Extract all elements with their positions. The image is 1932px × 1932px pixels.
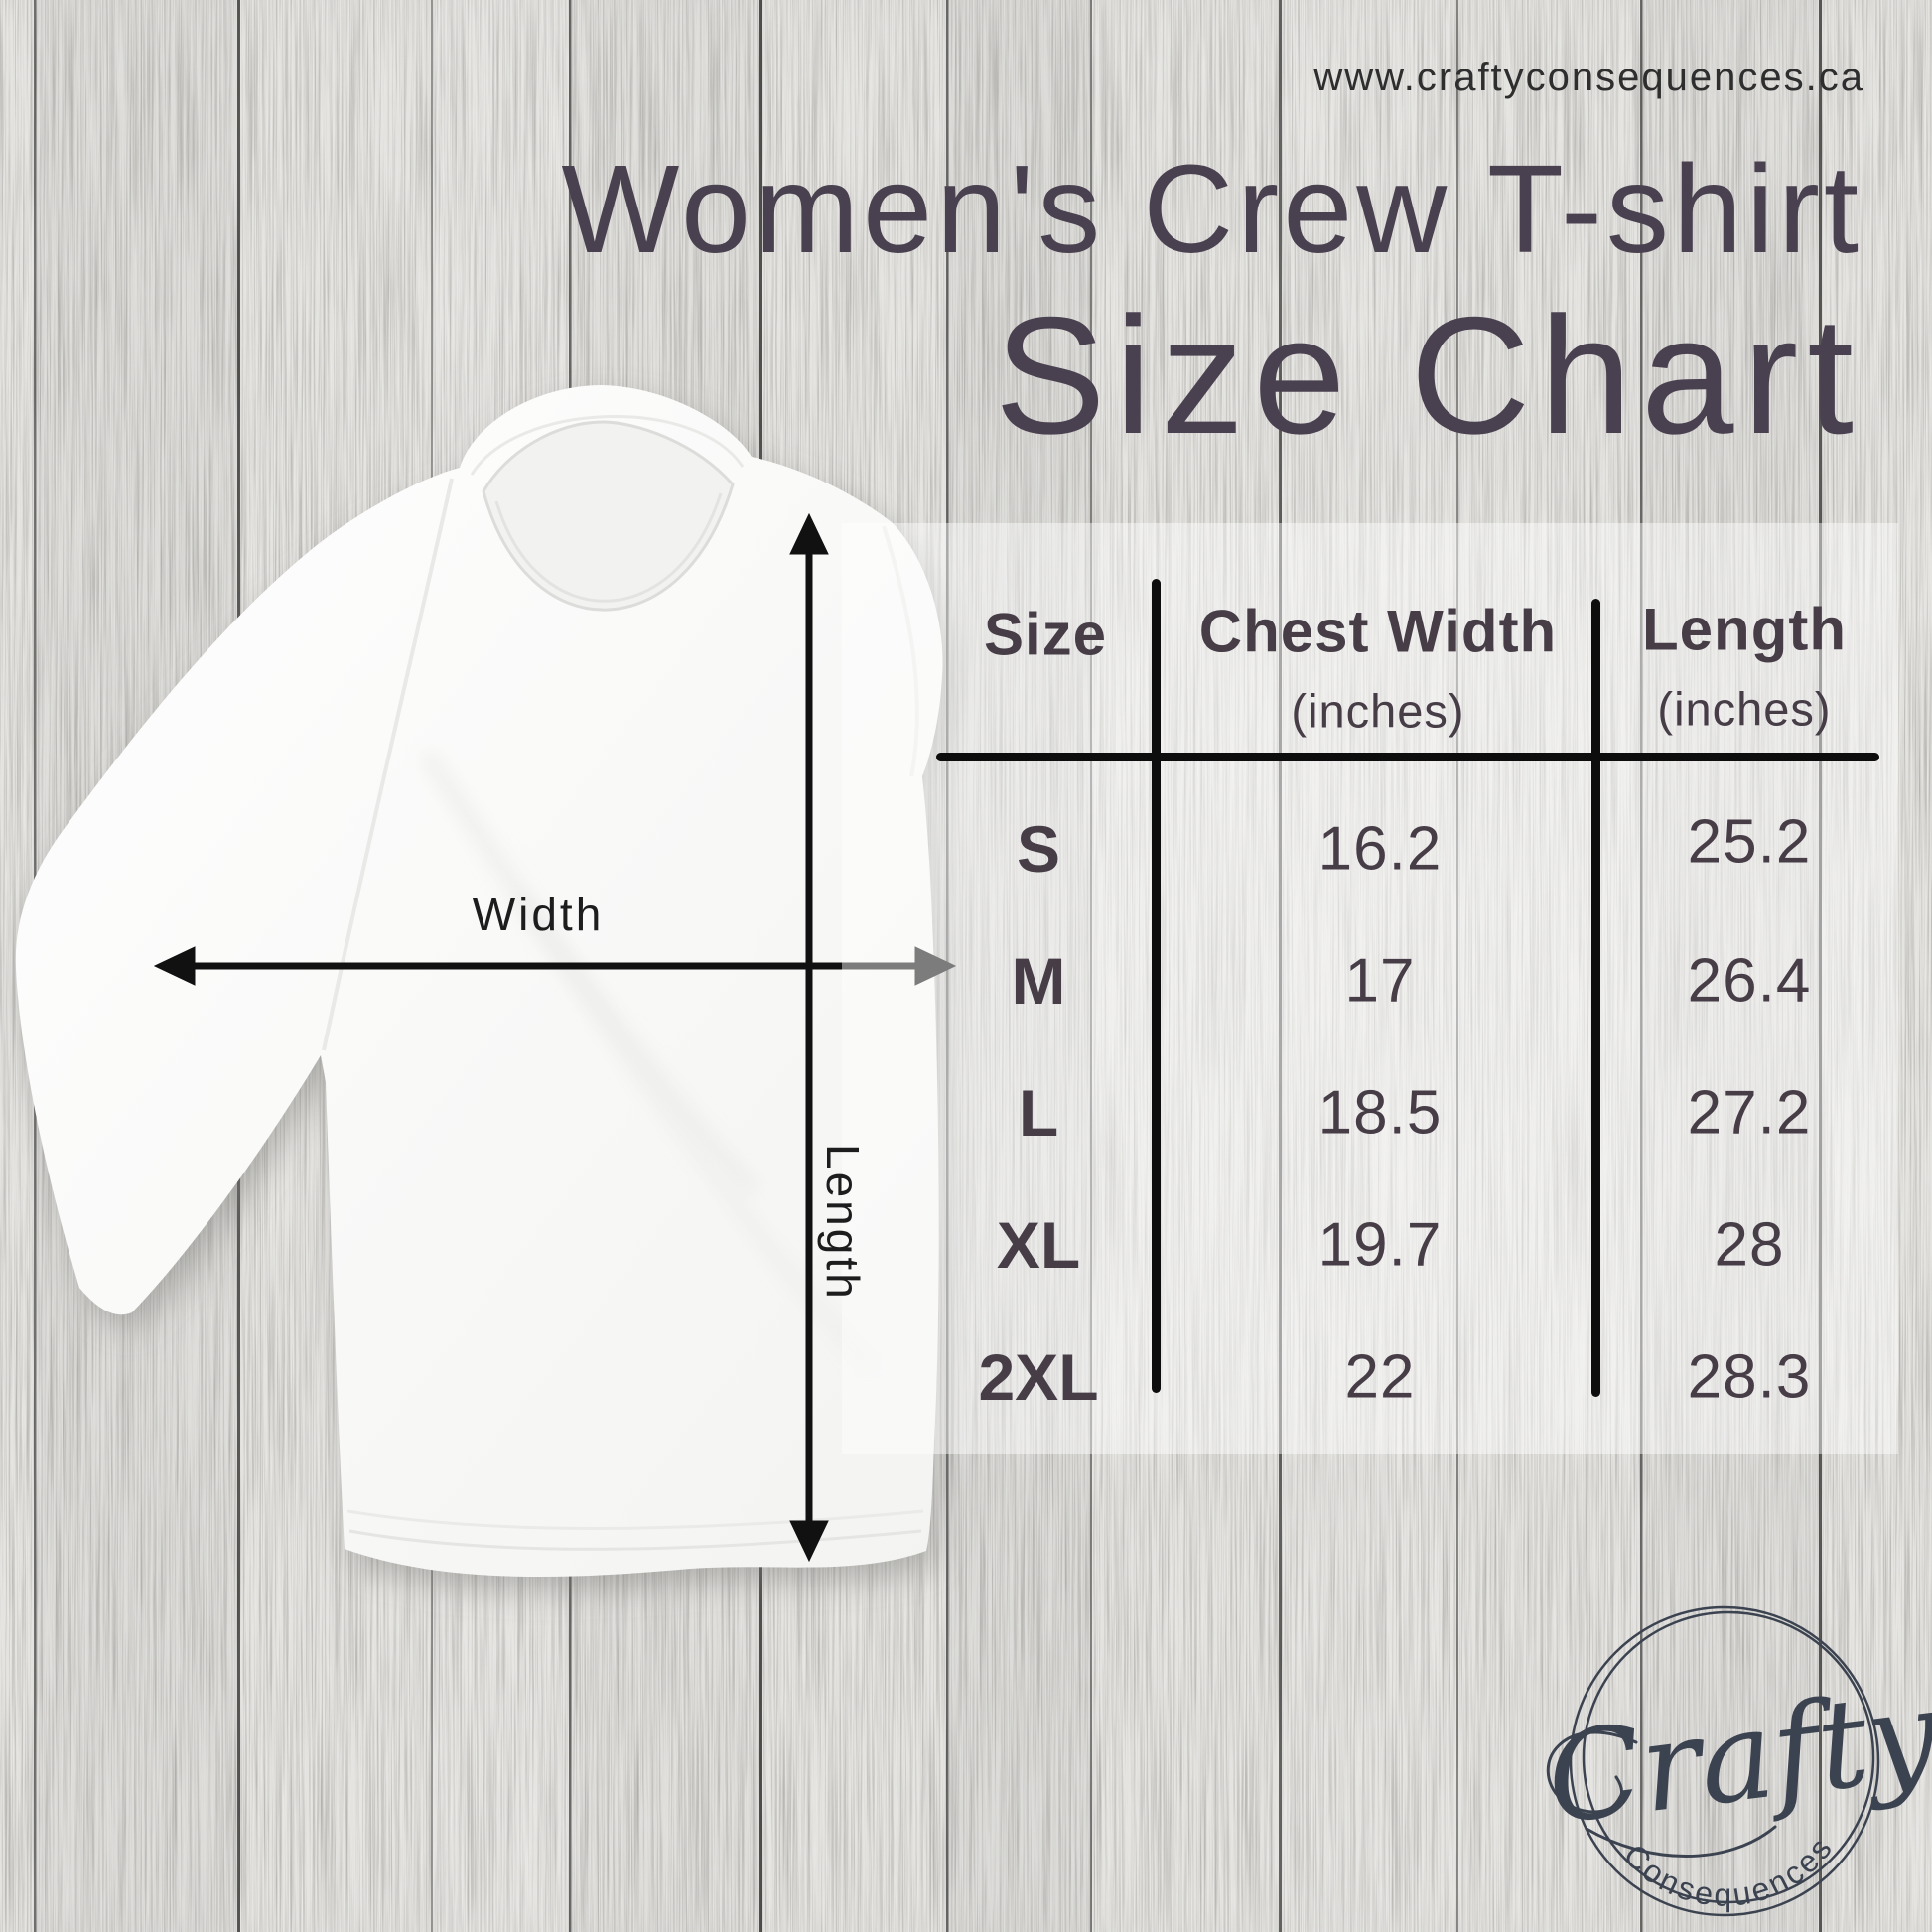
page-title: Women's Crew T-shirt Size Chart <box>561 139 1863 469</box>
cell-l-chest: 18.5 <box>1317 1078 1443 1148</box>
crease-1 <box>421 751 760 1196</box>
cell-2xl-length: 28.3 <box>1687 1342 1812 1412</box>
table-divider-left <box>1152 579 1161 1393</box>
cell-s-size: S <box>1016 812 1061 886</box>
cell-s-chest: 16.2 <box>1317 814 1443 884</box>
cell-l-length: 27.2 <box>1687 1078 1812 1148</box>
table-header-rule <box>936 753 1879 761</box>
cell-xl-chest: 19.7 <box>1317 1210 1443 1280</box>
title-line-product: Women's Crew T-shirt <box>561 139 1863 279</box>
column-subheader-length-units: (inches) <box>1657 682 1832 736</box>
crafty-consequences-logo: Crafty Consequences <box>1540 1605 1932 1917</box>
length-arrow-head-bottom <box>789 1520 829 1563</box>
plank-tints <box>431 0 1456 1932</box>
table-backdrop-panel <box>842 523 1898 1454</box>
column-header-length: Length <box>1642 596 1847 663</box>
hem-stitch-2 <box>346 1509 924 1530</box>
cell-m-chest: 17 <box>1344 946 1416 1016</box>
title-line-size-chart: Size Chart <box>994 282 1863 469</box>
cell-m-length: 26.4 <box>1687 946 1812 1016</box>
column-subheader-chest-units: (inches) <box>1291 684 1465 738</box>
logo-flourish-under <box>1585 1825 1777 1858</box>
column-header-size: Size <box>983 601 1108 668</box>
website-url: www.craftyconsequences.ca <box>1313 56 1864 99</box>
width-arrow-head-right <box>914 946 957 986</box>
width-arrow-head-left <box>153 946 196 986</box>
cell-2xl-chest: 22 <box>1344 1342 1416 1412</box>
table-divider-right <box>1591 599 1600 1397</box>
length-arrow-head-top <box>789 512 829 555</box>
hem-stitch-1 <box>348 1529 922 1551</box>
right-sleeve-seam <box>882 525 919 777</box>
logo-secondary-text: Consequences <box>1616 1829 1837 1913</box>
logo-circle-inner <box>1582 1610 1875 1904</box>
tshirt-collar <box>482 420 735 612</box>
collar-stitch <box>494 492 723 603</box>
cell-xl-length: 28 <box>1714 1210 1785 1280</box>
tshirt-body <box>15 385 943 1577</box>
cell-m-size: M <box>1011 944 1066 1018</box>
cell-s-length: 25.2 <box>1687 807 1812 877</box>
svg-text:Consequences: Consequences <box>1616 1829 1840 1913</box>
logo-circle-outer <box>1569 1605 1880 1917</box>
cell-xl-size: XL <box>996 1208 1081 1282</box>
length-measure-label: Length <box>817 1144 869 1302</box>
column-header-chest-width: Chest Width <box>1198 598 1558 665</box>
width-measure-label: Width <box>472 889 605 940</box>
logo-flourish-left <box>1546 1730 1638 1814</box>
cell-l-size: L <box>1018 1076 1059 1150</box>
cell-2xl-size: 2XL <box>978 1340 1099 1414</box>
collar-outer-stitch <box>470 414 745 476</box>
